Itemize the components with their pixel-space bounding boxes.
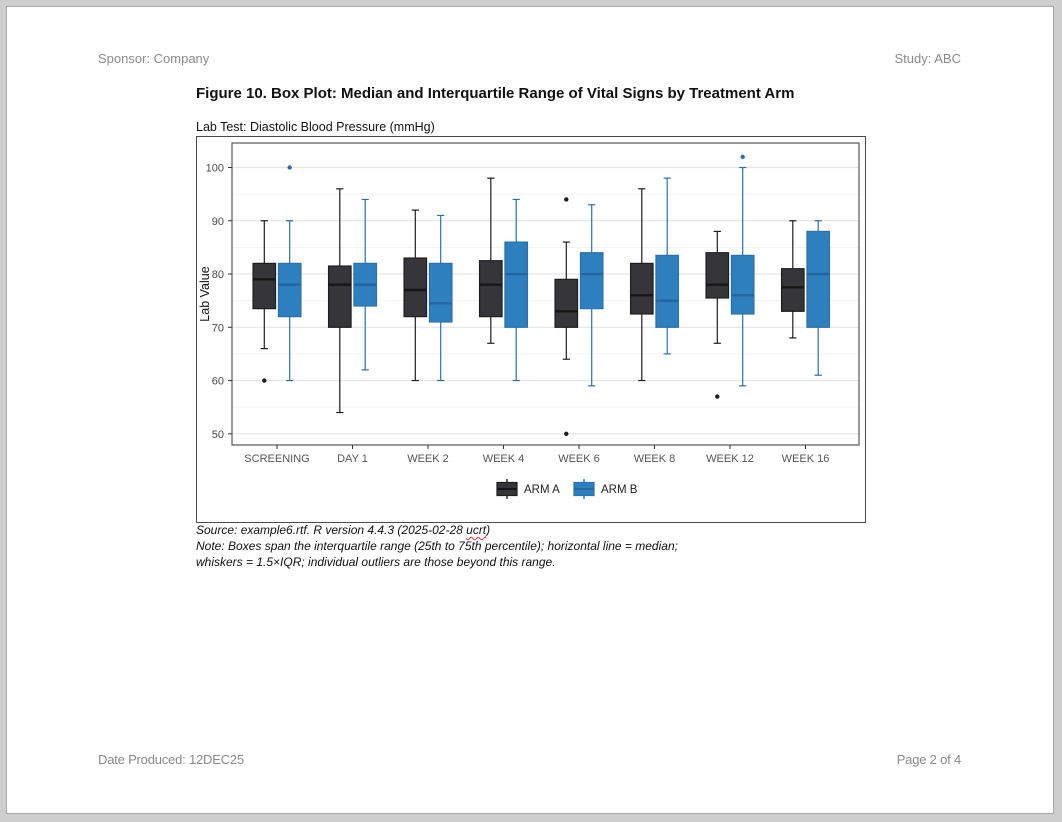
outlier-point [564, 197, 569, 202]
figure-title: Figure 10. Box Plot: Median and Interqua… [196, 85, 795, 102]
box-arm-b-week-4 [504, 198, 529, 382]
y-tick-label: 80 [212, 269, 224, 281]
study-label: Study: ABC [894, 51, 961, 66]
document-page: Sponsor: Company Study: ABC Figure 10. B… [6, 6, 1054, 814]
series-arm-a [252, 177, 805, 437]
outlier-point [262, 378, 267, 383]
outlier-point [287, 165, 292, 170]
x-tick-label: WEEK 4 [483, 453, 525, 465]
box-arm-a-week-8 [629, 188, 654, 382]
legend-entry-arm-b: ARM B [573, 479, 638, 499]
x-tick-label: WEEK 2 [407, 453, 449, 465]
x-tick-label: WEEK 6 [558, 453, 600, 465]
y-tick-label: 70 [212, 322, 224, 334]
x-tick-label: WEEK 12 [706, 453, 754, 465]
outlier-point [715, 394, 720, 399]
y-tick-label: 90 [212, 216, 224, 228]
y-tick-label: 50 [212, 429, 224, 441]
box-arm-b-week-8 [655, 177, 680, 355]
box-arm-b-day-1 [353, 198, 378, 371]
source-note-text: Source: example6.rtf. R version 4.4.3 (2… [196, 523, 467, 537]
y-axis: 50 60 70 80 90 100 [206, 163, 232, 441]
box-arm-a-screening [252, 220, 277, 383]
x-tick-label: DAY 1 [337, 453, 368, 465]
spellcheck-word: ucrt [466, 523, 487, 537]
chart-legend: ARM A ARM B [496, 479, 638, 499]
box-arm-a-week-4 [478, 177, 503, 344]
y-axis-title: Lab Value [198, 266, 212, 321]
legend-label: ARM A [524, 484, 560, 496]
gridlines [232, 166, 859, 435]
boxplot-chart: 50 60 70 80 90 100 Lab Value SCREENING DAY 1 WEEK… [198, 142, 860, 499]
source-note: Source: example6.rtf. R version 4.4.3 (2… [196, 522, 678, 538]
outlier-point [564, 431, 569, 437]
box-arm-a-day-1 [327, 188, 352, 414]
box-arm-b-screening [277, 165, 302, 382]
outlier-point [740, 154, 745, 160]
box-arm-b-week-2 [428, 214, 453, 382]
page-number-label: Page 2 of 4 [896, 752, 962, 767]
y-tick-label: 60 [212, 376, 224, 388]
x-tick-label: WEEK 16 [782, 453, 830, 465]
box-arm-a-week-12 [705, 230, 730, 399]
date-produced-label: Date Produced: 12DEC25 [98, 752, 244, 767]
box-arm-b-week-16 [806, 220, 831, 376]
box-arm-a-week-16 [780, 220, 805, 339]
panel-border [231, 142, 860, 446]
legend-label: ARM B [601, 484, 638, 496]
boxplot-figure-frame: 50 60 70 80 90 100 Lab Value SCREENING DAY 1 WEEK… [196, 136, 866, 523]
source-note-close: ) [486, 523, 491, 537]
x-axis: SCREENING DAY 1 WEEK 2 WEEK 4 WEEK 6 WEEK 8 WE… [244, 445, 829, 465]
box-arm-b-week-12 [730, 154, 755, 387]
y-tick-label: 100 [206, 163, 224, 175]
legend-entry-arm-a: ARM A [496, 479, 560, 499]
note-line-2: whiskers = 1.5×IQR; individual outliers … [196, 555, 556, 569]
x-tick-label: SCREENING [244, 453, 309, 465]
lab-test-subtitle: Lab Test: Diastolic Blood Pressure (mmHg… [196, 120, 435, 134]
box-arm-a-week-6 [554, 197, 579, 437]
box-arm-a-week-2 [403, 209, 428, 382]
x-tick-label: WEEK 8 [634, 453, 676, 465]
sponsor-label: Sponsor: Company [98, 51, 210, 66]
box-arm-b-week-6 [579, 204, 604, 387]
figure-footnotes: Source: example6.rtf. R version 4.4.3 (2… [196, 522, 678, 570]
series-arm-b [277, 154, 831, 387]
note-line-1: Note: Boxes span the interquartile range… [196, 539, 678, 553]
